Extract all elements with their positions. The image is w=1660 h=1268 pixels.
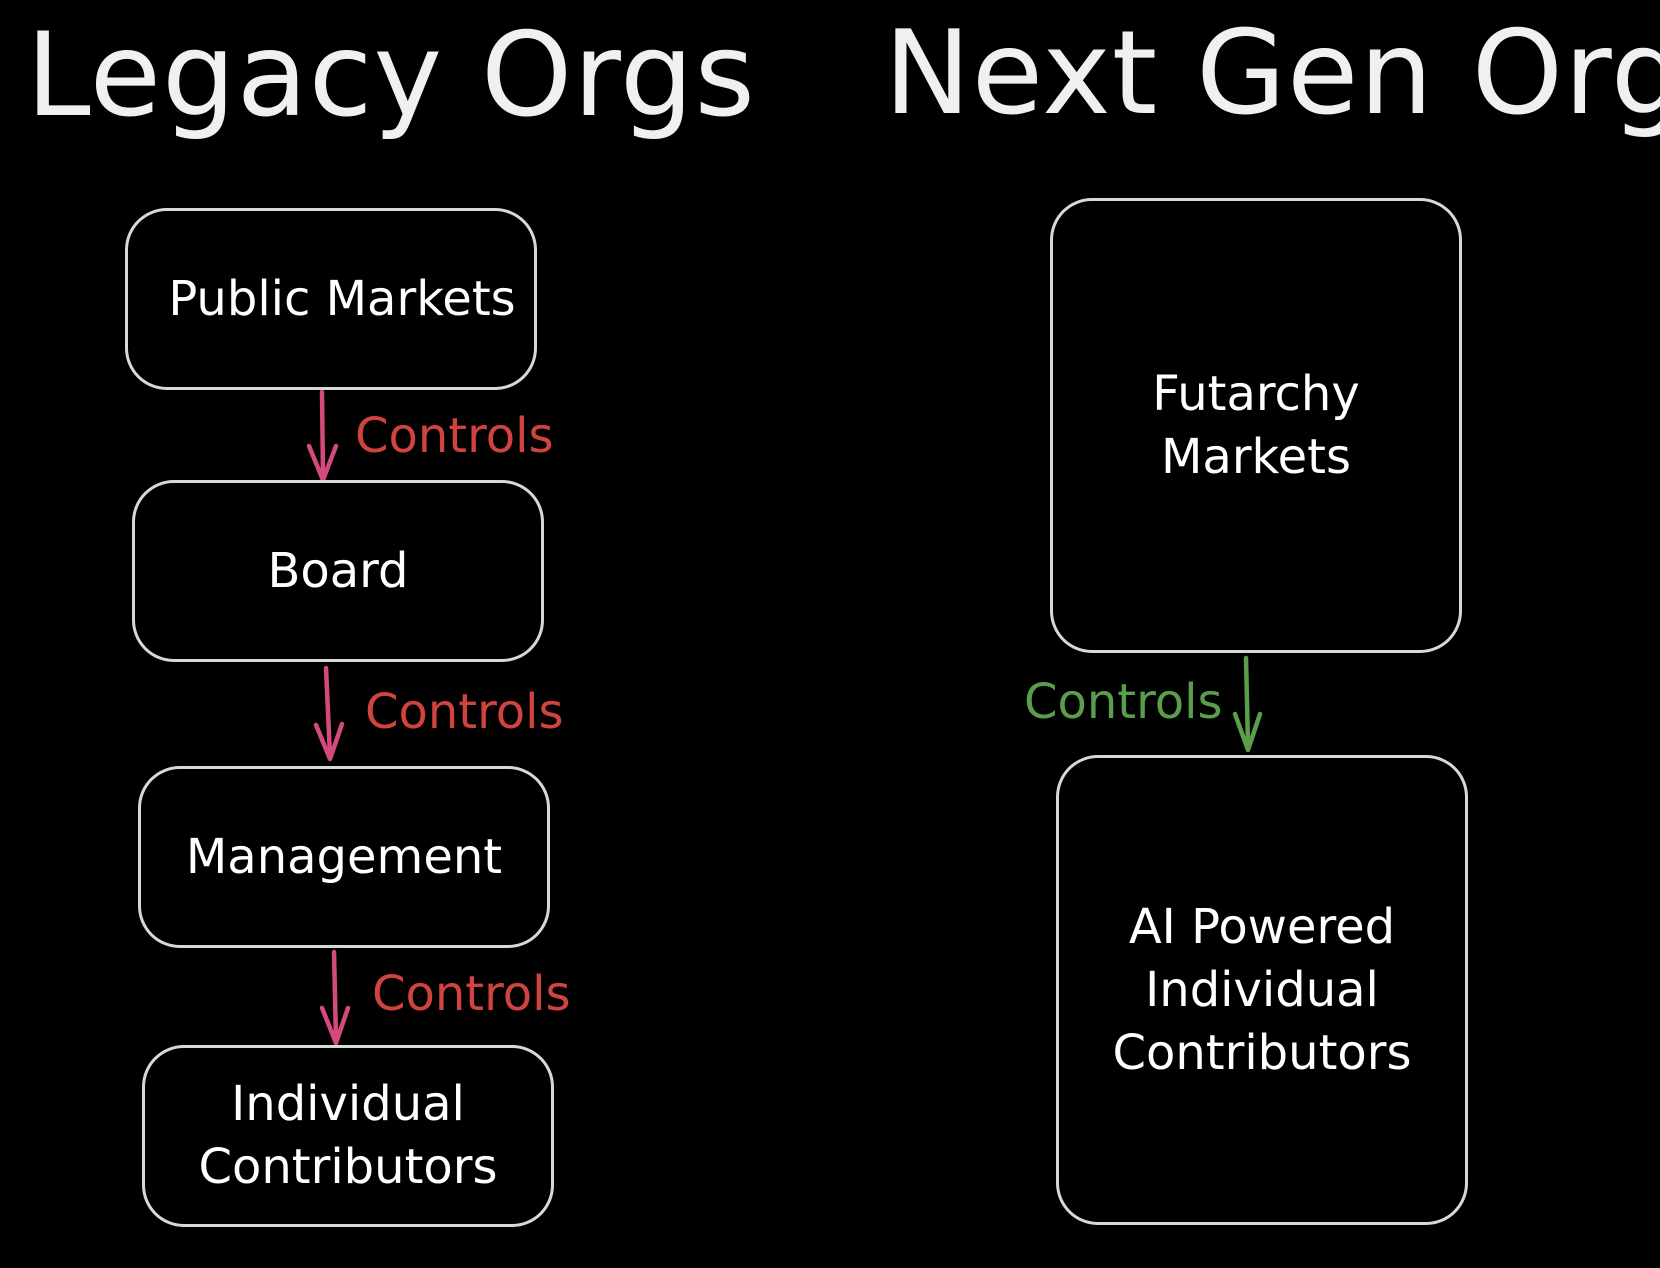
- arrow-head: [313, 721, 345, 762]
- edge-label-futarchy-to-ai-contributors: Controls: [1024, 674, 1223, 730]
- node-board: Board: [132, 480, 544, 662]
- edge-label-board-to-management: Controls: [365, 684, 564, 740]
- edge-label-management-to-contributors: Controls: [372, 966, 571, 1022]
- legacy-orgs-title: Legacy Orgs: [26, 8, 756, 143]
- arrow-shaft: [1243, 655, 1251, 749]
- next-gen-orgs-title: Next Gen Orgs: [884, 6, 1660, 141]
- node-public-markets: Public Markets: [125, 208, 537, 390]
- node-label-line-1: Individual: [231, 1076, 465, 1132]
- node-individual-contributors: Individual Contributors: [142, 1045, 554, 1227]
- node-ai-powered-contributors: AI Powered Individual Contributors: [1056, 755, 1468, 1225]
- node-management: Management: [138, 766, 550, 948]
- node-label-line-1: Futarchy: [1152, 365, 1360, 422]
- edge-label-public-markets-to-board: Controls: [355, 408, 554, 464]
- arrow-head: [1232, 711, 1263, 753]
- arrow-head: [306, 443, 339, 483]
- arrow-shaft: [319, 389, 326, 479]
- arrow-futarchy-to-ai-contributors: [1232, 655, 1263, 753]
- arrow-head: [319, 1005, 351, 1046]
- node-label: Board: [267, 542, 409, 599]
- arrow-management-to-contributors: [319, 949, 351, 1046]
- node-label-line-2: Markets: [1160, 428, 1351, 485]
- node-label-line-1: AI Powered: [1128, 898, 1396, 955]
- arrow-shaft: [323, 665, 333, 759]
- node-futarchy-markets: Futarchy Markets: [1050, 198, 1462, 653]
- node-label-line-2: Contributors: [198, 1139, 498, 1195]
- arrow-board-to-management: [313, 665, 345, 762]
- node-label-line-2: Individual: [1145, 961, 1379, 1018]
- arrow-public-markets-to-board: [306, 389, 339, 483]
- arrow-shaft: [331, 949, 339, 1043]
- node-label-line-3: Contributors: [1112, 1024, 1412, 1081]
- node-label: Management: [185, 828, 503, 885]
- node-label: Public Markets: [168, 270, 516, 327]
